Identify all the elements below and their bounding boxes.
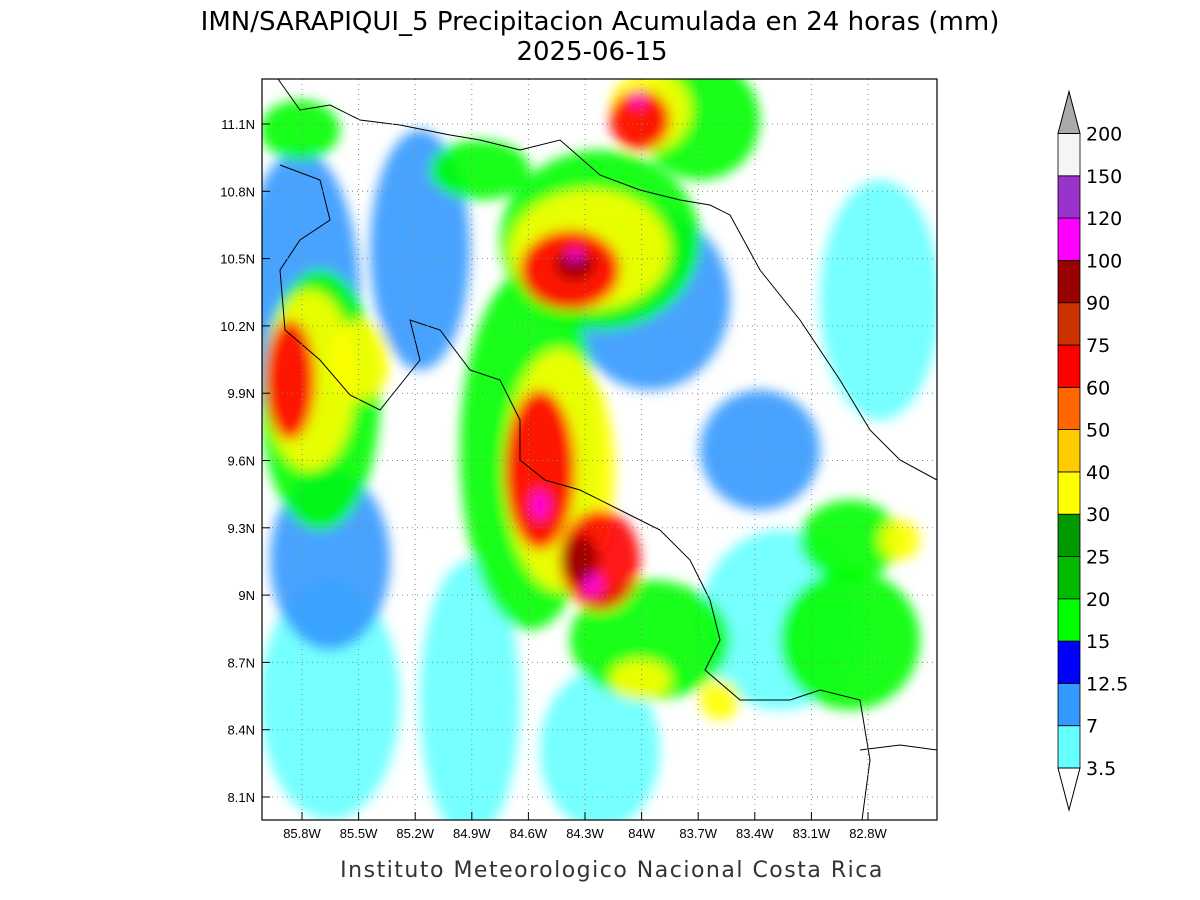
colorbar-under [1057, 767, 1081, 812]
title: IMN/SARAPIQUI_5 Precipitacion Acumulada … [201, 7, 1000, 37]
colorbar-bin [1057, 386, 1081, 430]
lat-tick-label: 9.3N [228, 521, 255, 536]
precip-blob [820, 180, 937, 420]
lat-tick-label: 10.8N [220, 184, 255, 199]
precip-blob [262, 100, 340, 160]
colorbar-bin [1057, 683, 1081, 727]
colorbar-bin [1057, 598, 1081, 642]
lon-tick-label: 82.8W [849, 826, 887, 841]
precip-blob [262, 580, 400, 820]
colorbar-label: 150 [1086, 166, 1122, 188]
colorbar-label: 60 [1086, 377, 1110, 399]
precip-blob [265, 320, 315, 440]
colorbar-label: 50 [1086, 420, 1110, 442]
lon-tick-label: 84.6W [510, 826, 548, 841]
lon-tick-label: 85.8W [283, 826, 321, 841]
colorbar: 3.5 7 12.5 15 20 25 30 40 50 60 75 90 100 120 150 200 [1057, 89, 1128, 812]
colorbar-bin [1057, 471, 1081, 515]
field-blobs [262, 79, 937, 820]
colorbar-bin [1057, 217, 1081, 261]
colorbar-bin [1057, 513, 1081, 557]
precip-blob [632, 94, 644, 106]
lon-tick-label: 85.5W [340, 826, 378, 841]
map-frame [261, 78, 938, 821]
colorbar-bin [1057, 302, 1081, 346]
colorbar-label: 200 [1086, 124, 1122, 146]
footer: Instituto Meteorologico Nacional Costa R… [340, 858, 884, 883]
lon-tick-label: 84.9W [453, 826, 491, 841]
grid: 11.1N 10.8N 10.5N 10.2N 9.9N 9.6N 9.3N 9N 8.7N 8.… [220, 79, 937, 841]
colorbar-label: 100 [1086, 250, 1122, 272]
lat-tick-label: 9.6N [228, 454, 255, 469]
colorbar-label: 15 [1086, 631, 1110, 653]
lon-tick-label: 84.3W [566, 826, 604, 841]
colorbar-bin [1057, 429, 1081, 473]
colorbar-label: 30 [1086, 504, 1110, 526]
colorbar-label: 75 [1086, 335, 1110, 357]
lat-tick-label: 10.2N [220, 319, 255, 334]
colorbar-label: 7 [1086, 716, 1098, 738]
lon-tick-label: 85.2W [396, 826, 434, 841]
precip-blob [562, 535, 598, 585]
precip-blob [700, 390, 820, 510]
colorbar-bin [1057, 344, 1081, 388]
precip-blob [610, 660, 670, 700]
precip-blob [586, 575, 600, 595]
colorbar-label: 90 [1086, 293, 1110, 315]
lon-tick-label: 83.7W [679, 826, 717, 841]
coastline [277, 79, 937, 820]
precip-blob [420, 560, 520, 820]
precip-blob [880, 520, 920, 560]
lon-tick-label: 83.4W [736, 826, 774, 841]
colorbar-label: 120 [1086, 208, 1122, 230]
lat-tick-label: 8.7N [228, 655, 255, 670]
precip-blob [532, 491, 548, 519]
precip-blob [780, 570, 920, 710]
subtitle: 2025-06-15 [516, 37, 667, 67]
precip-blob [330, 320, 390, 400]
colorbar-over [1057, 89, 1081, 134]
colorbar-bin [1057, 556, 1081, 600]
lat-tick-label: 10.5N [220, 252, 255, 267]
lon-tick-label: 83.1W [793, 826, 831, 841]
colorbar-label: 3.5 [1086, 758, 1116, 780]
precip-blob [800, 500, 900, 580]
precip-blob [569, 249, 581, 261]
precip-blob [540, 670, 660, 820]
precip-blob [430, 140, 530, 200]
colorbar-bin [1057, 640, 1081, 684]
colorbar-bin [1057, 259, 1081, 304]
colorbar-label: 12.5 [1086, 673, 1128, 695]
colorbar-label: 40 [1086, 462, 1110, 484]
colorbar-bin [1057, 725, 1081, 769]
lat-tick-label: 8.4N [228, 723, 255, 738]
precip-blob [505, 390, 575, 550]
colorbar-label: 25 [1086, 547, 1110, 569]
lon-tick-label: 84W [628, 826, 655, 841]
lat-tick-label: 8.1N [228, 790, 255, 805]
lat-tick-label: 9N [238, 588, 255, 603]
colorbar-bin [1057, 133, 1081, 177]
precip-blob [555, 250, 595, 280]
precip-blob [610, 90, 670, 150]
lat-tick-label: 9.9N [228, 386, 255, 401]
precip-blob [700, 680, 740, 720]
precip-blob [570, 580, 730, 700]
lat-tick-label: 11.1N [221, 117, 255, 132]
precip-field [262, 79, 937, 820]
colorbar-label: 20 [1086, 589, 1110, 611]
colorbar-bin [1057, 175, 1081, 219]
